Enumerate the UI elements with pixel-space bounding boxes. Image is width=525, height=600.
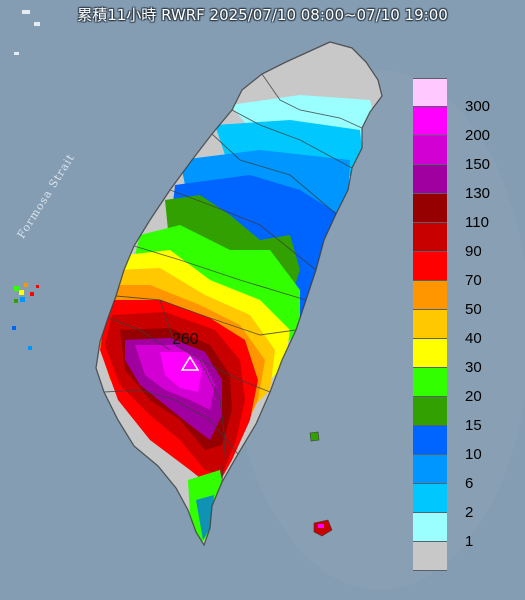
- legend-swatch: [413, 339, 447, 368]
- green-island: [309, 431, 320, 442]
- legend-swatch: [413, 252, 447, 281]
- legend-swatch: [413, 223, 447, 252]
- orchid-island-patch: [318, 524, 324, 528]
- map-title: 累積11小時 RWRF 2025/07/10 08:00~07/10 19:00: [77, 6, 448, 24]
- legend-level-label: 6: [465, 475, 474, 492]
- legend-swatch: [413, 194, 447, 223]
- legend-swatch: [413, 165, 447, 194]
- legend-swatch: [413, 542, 447, 571]
- legend-level-label: 2: [465, 504, 474, 521]
- legend-level-label: 90: [465, 243, 482, 260]
- legend-swatch: [413, 426, 447, 455]
- legend-swatch: [413, 310, 447, 339]
- legend-swatch: [413, 397, 447, 426]
- legend-level-label: 20: [465, 388, 482, 405]
- legend-level-label: 110: [465, 214, 489, 231]
- legend-level-label: 300: [465, 98, 491, 115]
- matsu-islands: [14, 10, 40, 55]
- legend-swatch: [413, 484, 447, 513]
- legend-level-label: 40: [465, 330, 482, 347]
- rainfall-layer: [96, 95, 380, 545]
- legend-level-label: 15: [465, 417, 482, 434]
- legend-level-label: 130: [465, 185, 491, 202]
- legend-swatch: [413, 281, 447, 310]
- penghu-islands: [12, 283, 39, 350]
- legend-level-label: 200: [465, 127, 491, 144]
- legend-swatch: [413, 368, 447, 397]
- legend-swatch: [413, 455, 447, 484]
- rain-zone-200mm: [160, 352, 202, 392]
- county-borders: [95, 41, 383, 547]
- legend-swatch: [413, 513, 447, 542]
- legend-swatch: [413, 136, 447, 165]
- legend-level-label: 10: [465, 446, 482, 463]
- legend-level-label: 1: [465, 533, 474, 550]
- legend-swatch: [413, 78, 447, 107]
- legend-level-label: 50: [465, 301, 482, 318]
- legend-level-label: 150: [465, 156, 491, 173]
- triangle-marker-icon: [180, 355, 200, 371]
- legend-level-label: 70: [465, 272, 482, 289]
- legend-swatch: [413, 107, 447, 136]
- color-legend: 300 200 150 130 110 90 70 50 40 30 20 15 10 6 2 1: [413, 78, 523, 571]
- legend-level-label: 30: [465, 359, 482, 376]
- peak-value-label: 260: [172, 331, 199, 348]
